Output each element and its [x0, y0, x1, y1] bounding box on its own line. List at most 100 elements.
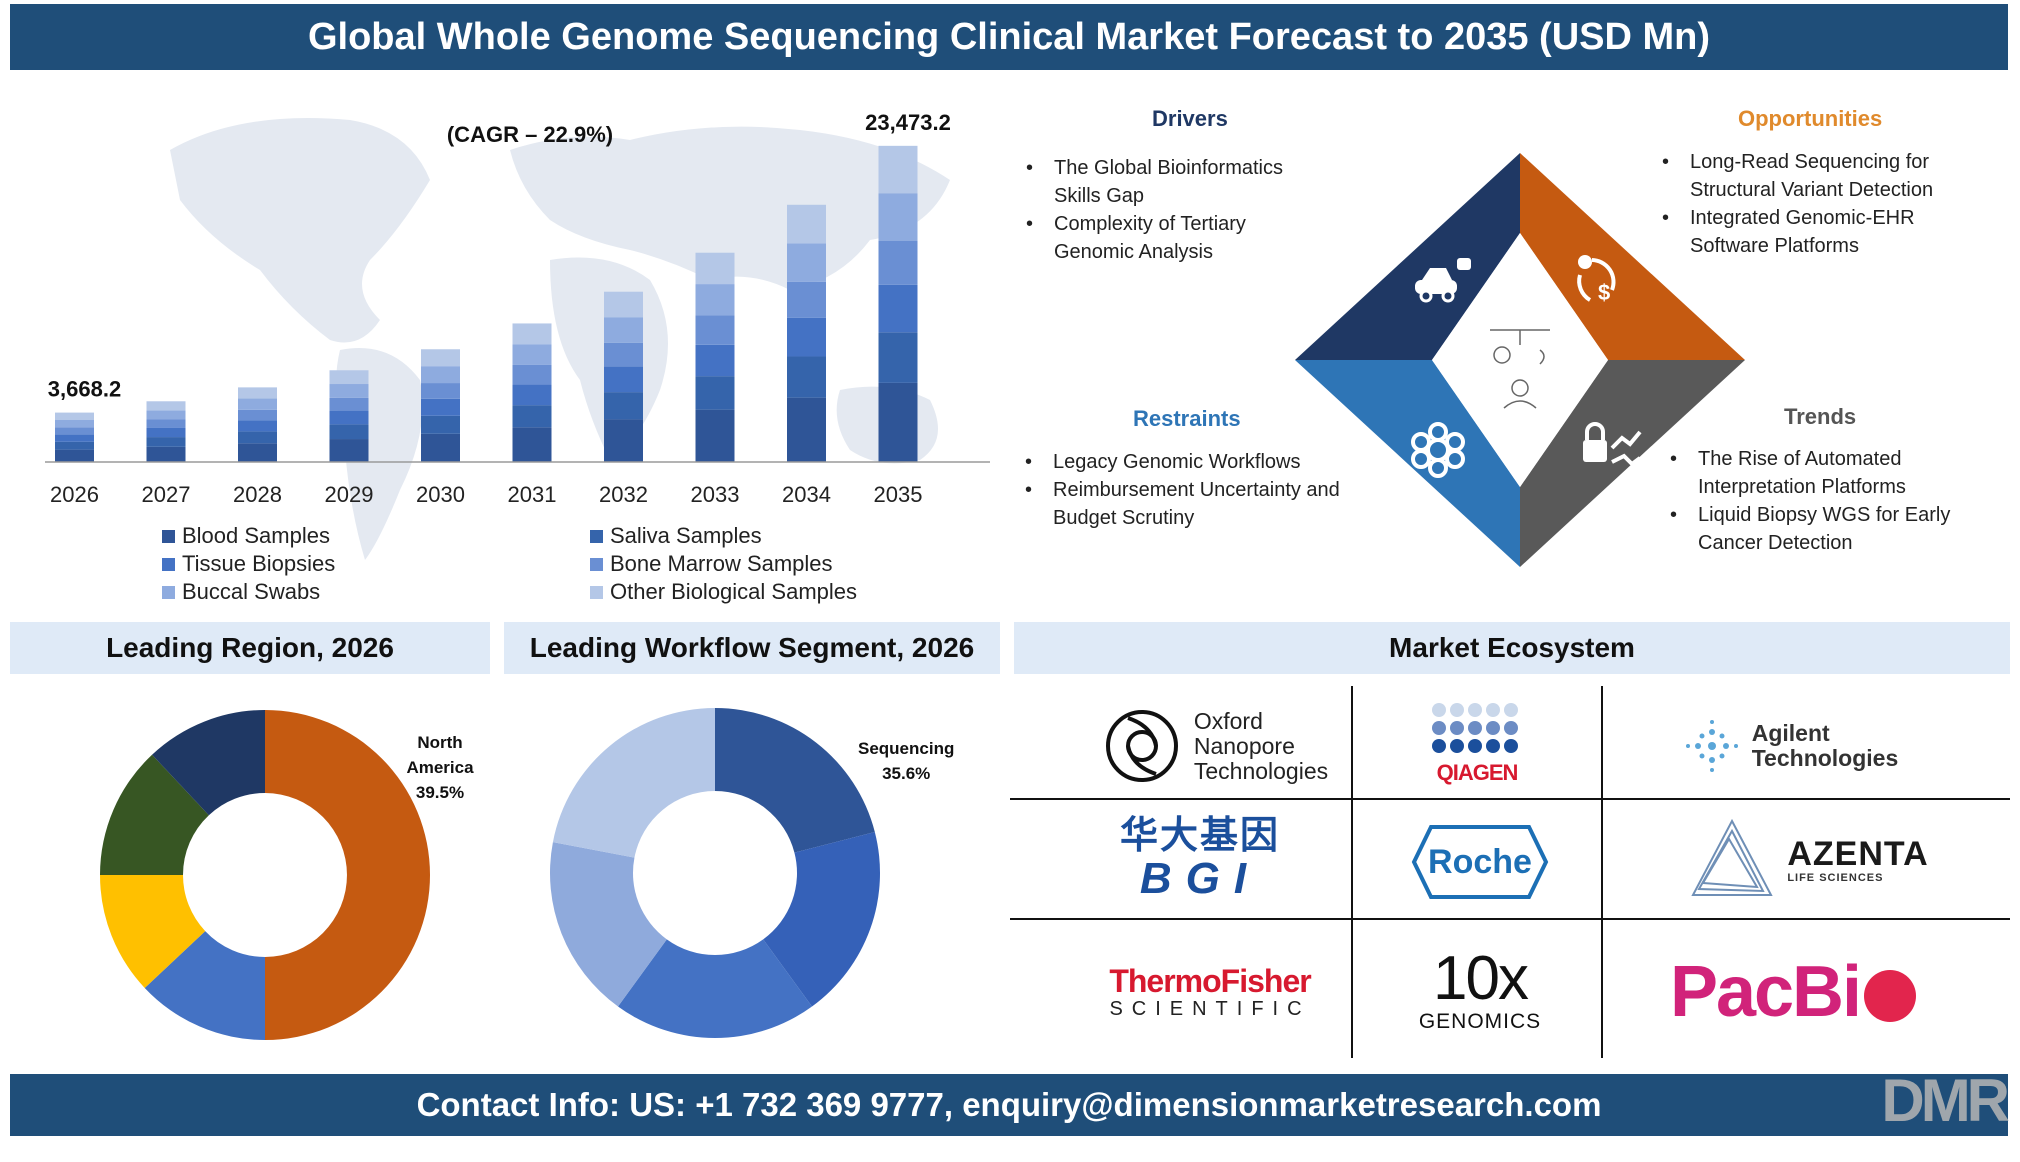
thermo-fisher-logo: ThermoFisher SCIENTIFIC: [1080, 942, 1340, 1042]
agilent-spark-icon: [1685, 720, 1738, 772]
bar-segment: [604, 317, 643, 343]
pacbio-dot-icon: [1864, 970, 1917, 1022]
qiagen-dots-icon: [1432, 703, 1518, 753]
opportunities-item: Long-Read Sequencing for Structural Vari…: [1660, 148, 1980, 204]
x-tick-label: 2027: [142, 482, 191, 507]
donut-slice: [100, 875, 206, 988]
region-callout-value: 39.5%: [415, 783, 465, 802]
oxford-line: Technologies: [1193, 757, 1329, 784]
bar-segment: [695, 344, 735, 377]
bar-segment: [787, 317, 826, 357]
legend-label: Blood Samples: [182, 523, 330, 548]
bar-segment: [695, 376, 735, 410]
grid-divider: [1351, 686, 1353, 1058]
oxford-line: Nanopore: [1193, 732, 1295, 759]
diamond-restraints-quadrant: [1295, 360, 1520, 567]
diamond-opportunities-quadrant: [1520, 153, 1745, 360]
x-tick-label: 2032: [599, 482, 648, 507]
legend-left: Blood Samples Tissue Biopsies Buccal Swa…: [162, 522, 335, 606]
opportunities-item: Integrated Genomic-EHR Software Platform…: [1660, 204, 1980, 260]
bar-segment: [329, 410, 369, 425]
legend-item: Tissue Biopsies: [162, 550, 335, 578]
agilent-line: Technologies: [1751, 745, 1899, 771]
bar-segment: [146, 427, 186, 438]
agilent-logo: Agilent Technologies: [1640, 696, 1940, 796]
leading-workflow-header: Leading Workflow Segment, 2026: [504, 622, 1000, 674]
bar-segment: [421, 398, 460, 416]
donut-slice: [550, 842, 667, 1007]
drivers-item: The Global Bioinformatics Skills Gap: [1024, 154, 1324, 210]
bar-segment: [878, 240, 918, 285]
bar-segment: [695, 315, 735, 345]
bar-segment: [512, 344, 552, 365]
legend-label: Buccal Swabs: [182, 579, 321, 604]
bar-segment: [146, 401, 186, 411]
legend-item: Buccal Swabs: [162, 578, 335, 606]
opportunities-list: Long-Read Sequencing for Structural Vari…: [1660, 148, 1980, 260]
legend-item: Other Biological Samples: [590, 578, 857, 606]
bar-segment: [55, 449, 94, 462]
bar-segment: [421, 349, 460, 367]
legend-label: Other Biological Samples: [610, 579, 858, 604]
bar-segment: [512, 364, 552, 385]
qiagen-wordmark: QIAGEN: [1436, 760, 1519, 785]
oxford-nanopore-swirl-icon: [1105, 710, 1178, 782]
bar-segment: [604, 291, 643, 318]
bar-segment: [55, 412, 94, 421]
drivers-list: The Global Bioinformatics Skills Gap Com…: [1024, 154, 1324, 266]
legend-swatch: [590, 557, 603, 571]
bar-segment: [421, 415, 460, 434]
bar-segment: [238, 431, 277, 444]
bar-segment: [787, 397, 826, 462]
bar-segment: [878, 284, 918, 333]
bar-segment: [238, 420, 277, 432]
donut-slice: [152, 710, 265, 816]
donut-slice: [618, 939, 812, 1038]
diamond-drivers-quadrant: [1295, 153, 1520, 360]
donut-slice: [144, 931, 265, 1040]
restraints-list: Legacy Genomic Workflows Reimbursement U…: [1023, 448, 1343, 532]
restraints-item: Reimbursement Uncertainty and Budget Scr…: [1023, 476, 1343, 532]
diamond-center: [1432, 233, 1608, 487]
legend-right: Saliva Samples Bone Marrow Samples Other…: [590, 522, 857, 606]
tenx-wordmark: 10x: [1433, 944, 1529, 1013]
opportunities-heading: Opportunities: [1738, 106, 1883, 131]
bar-segment: [604, 366, 643, 393]
bar-segment: [512, 384, 552, 406]
bar-segment: [878, 193, 918, 241]
trends-item: Liquid Biopsy WGS for Early Cancer Detec…: [1668, 501, 1988, 557]
bar-segment: [512, 405, 552, 428]
region-callout-name: North America: [406, 733, 474, 777]
bar-segment: [146, 446, 186, 462]
bgi-chinese-wordmark: 华大基因: [1119, 815, 1280, 857]
trends-list: The Rise of Automated Interpretation Pla…: [1668, 445, 1988, 557]
contact-footer: Contact Info: US: +1 732 369 9777, enqui…: [10, 1074, 2008, 1136]
bar-segment: [329, 424, 369, 440]
bar-segment: [329, 370, 369, 385]
trends-item: The Rise of Automated Interpretation Pla…: [1668, 445, 1988, 501]
data-label: 3,668.2: [48, 377, 121, 402]
x-tick-label: 2035: [874, 482, 923, 507]
x-tick-label: 2031: [508, 482, 557, 507]
bar-segment: [787, 243, 826, 282]
restraints-item: Legacy Genomic Workflows: [1023, 448, 1343, 476]
money-cycle-icon: $: [1577, 255, 1616, 305]
oxford-line: Oxford: [1193, 707, 1263, 734]
bar-segment: [695, 409, 735, 462]
oxford-nanopore-logo: Oxford Nanopore Technologies: [1080, 696, 1350, 796]
drivers-diamond-graphic: $: [1295, 153, 1745, 567]
dmr-watermark-logo: DMR: [1881, 1067, 2010, 1134]
legend-swatch: [590, 529, 603, 543]
bar-segment: [146, 419, 186, 428]
donut-slice: [763, 831, 880, 1007]
bar-segment: [787, 204, 826, 244]
network-flower-icon: [1411, 422, 1465, 478]
x-tick-label: 2033: [691, 482, 740, 507]
region-donut-chart: [100, 710, 430, 1040]
bar-segment: [55, 434, 94, 442]
bar-segment: [604, 342, 643, 367]
bar-segment: [421, 383, 460, 399]
tenx-subtitle: GENOMICS: [1418, 1010, 1542, 1033]
page-title: Global Whole Genome Sequencing Clinical …: [10, 4, 2008, 70]
donut-slice: [265, 710, 430, 1040]
